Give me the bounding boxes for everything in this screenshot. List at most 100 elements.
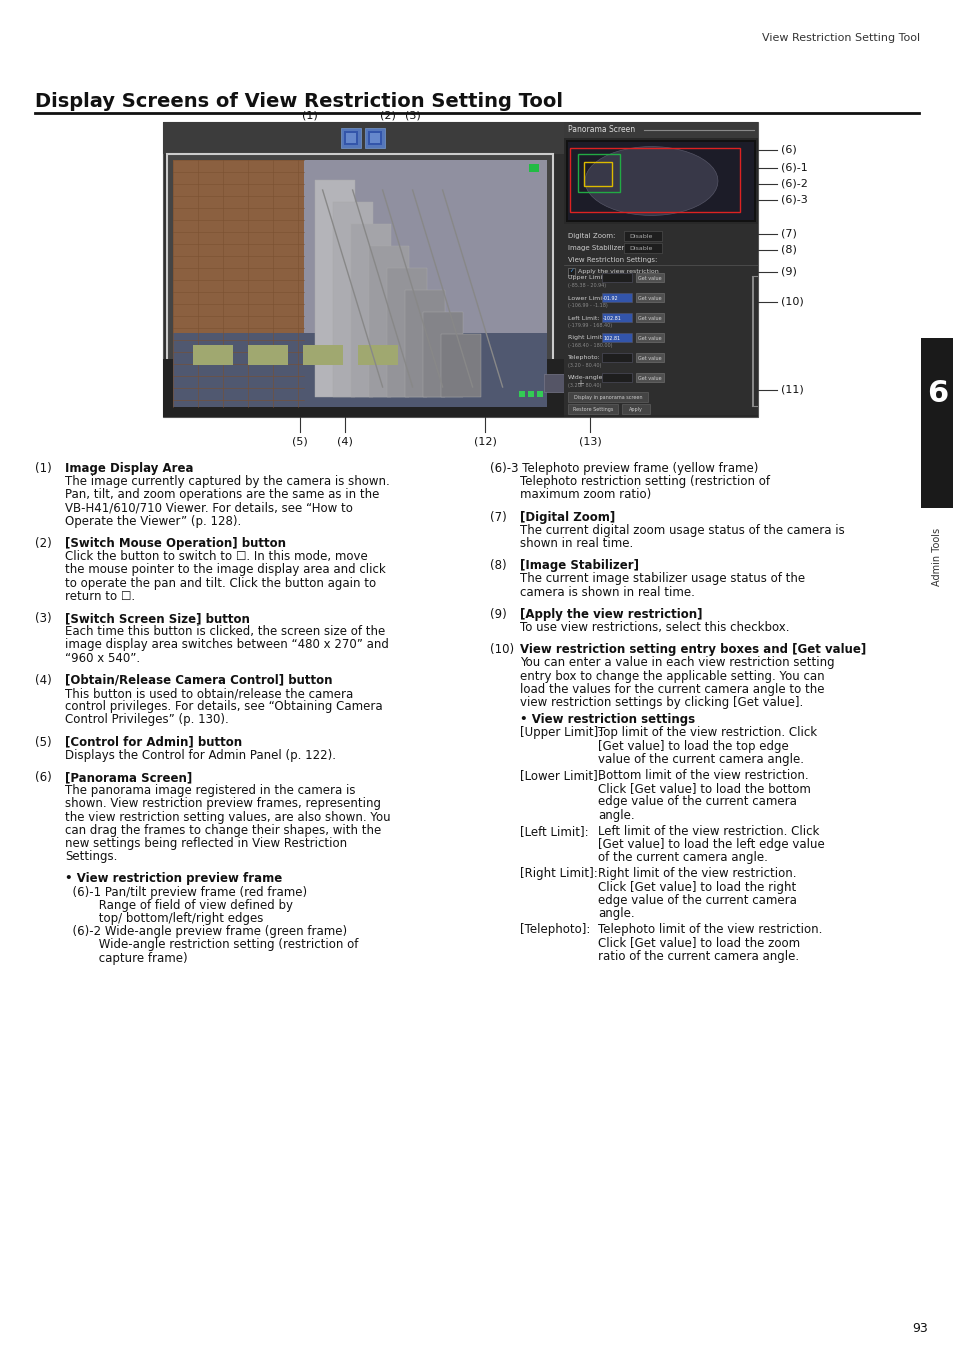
Text: Operate the Viewer” (p. 128).: Operate the Viewer” (p. 128). (65, 514, 241, 528)
Text: Top limit of the view restriction. Click: Top limit of the view restriction. Click (598, 726, 817, 740)
Text: (-179.99 - 168.40): (-179.99 - 168.40) (567, 324, 612, 328)
Bar (518, 392, 524, 397)
Text: Telephoto limit of the view restriction.: Telephoto limit of the view restriction. (598, 923, 821, 936)
Text: (7): (7) (781, 230, 796, 239)
Bar (369, 246, 409, 397)
Text: capture frame): capture frame) (65, 952, 188, 965)
Text: Get value: Get value (638, 375, 661, 381)
Bar (543, 374, 563, 392)
Text: Wide-angle restriction setting (restriction of: Wide-angle restriction setting (restrict… (65, 938, 358, 952)
Bar (563, 122, 758, 417)
Text: To use view restrictions, select this checkbox.: To use view restrictions, select this ch… (519, 621, 789, 634)
Text: (5): (5) (292, 437, 308, 447)
Text: “960 x 540”.: “960 x 540”. (65, 652, 140, 664)
Text: [Digital Zoom]: [Digital Zoom] (519, 510, 615, 524)
Text: the view restriction setting values, are also shown. You: the view restriction setting values, are… (65, 810, 390, 824)
Bar (569, 148, 740, 212)
Text: (2): (2) (379, 111, 395, 122)
Text: (3): (3) (405, 111, 420, 122)
Text: [Telephoto]:: [Telephoto]: (519, 923, 590, 936)
Text: ratio of the current camera angle.: ratio of the current camera angle. (598, 949, 799, 963)
Bar (563, 122, 758, 138)
Text: Get value: Get value (638, 316, 661, 320)
Bar (527, 392, 534, 397)
Text: (10): (10) (490, 643, 514, 656)
Text: (6)-1 Pan/tilt preview frame (red frame): (6)-1 Pan/tilt preview frame (red frame) (65, 886, 307, 899)
Bar (314, 180, 355, 397)
Bar (563, 224, 758, 414)
Bar (368, 131, 381, 144)
Text: (6): (6) (35, 771, 51, 784)
Text: Pan, tilt, and zoom operations are the same as in the: Pan, tilt, and zoom operations are the s… (65, 489, 379, 501)
Bar (304, 161, 546, 406)
Text: Digital Zoom:: Digital Zoom: (567, 234, 615, 239)
Bar (440, 333, 480, 397)
Text: Settings.: Settings. (65, 850, 117, 863)
Bar (567, 404, 618, 414)
Bar (365, 128, 385, 148)
Bar (636, 293, 663, 302)
Bar (357, 346, 397, 366)
Text: angle.: angle. (598, 809, 634, 822)
Text: load the values for the current camera angle to the: load the values for the current camera a… (519, 683, 823, 695)
Bar (346, 134, 355, 143)
Text: control privileges. For details, see “Obtaining Camera: control privileges. For details, see “Ob… (65, 701, 382, 713)
Text: Click [Get value] to load the bottom: Click [Get value] to load the bottom (598, 782, 810, 795)
Text: (11): (11) (781, 385, 803, 396)
Bar (751, 275, 753, 406)
Text: (12): (12) (473, 437, 496, 447)
Text: +: + (576, 379, 583, 389)
Text: Telephoto restriction setting (restriction of: Telephoto restriction setting (restricti… (490, 475, 769, 489)
Text: VB-H41/610/710 Viewer. For details, see “How to: VB-H41/610/710 Viewer. For details, see … (65, 502, 353, 514)
Text: Apply the view restriction: Apply the view restriction (578, 269, 659, 274)
Text: Click [Get value] to load the zoom: Click [Get value] to load the zoom (598, 937, 800, 949)
Text: 6: 6 (926, 378, 947, 408)
Bar (529, 163, 538, 171)
Text: (1): (1) (35, 462, 51, 475)
Text: (10): (10) (781, 297, 803, 306)
Text: [Apply the view restriction]: [Apply the view restriction] (519, 608, 701, 621)
Text: angle.: angle. (598, 907, 634, 919)
Text: [Switch Mouse Operation] button: [Switch Mouse Operation] button (65, 537, 286, 549)
Text: Apply: Apply (628, 406, 642, 412)
Text: View Restriction Settings:: View Restriction Settings: (567, 256, 657, 263)
Text: [Right Limit]:: [Right Limit]: (519, 868, 598, 880)
Text: (6)-2 Wide-angle preview frame (green frame): (6)-2 Wide-angle preview frame (green fr… (65, 925, 347, 938)
Bar (564, 369, 595, 400)
Text: Upper Limit:: Upper Limit: (567, 275, 606, 281)
Text: (3): (3) (35, 612, 51, 625)
Bar (163, 122, 758, 417)
Text: • View restriction preview frame: • View restriction preview frame (65, 872, 282, 886)
Text: [Image Stabilizer]: [Image Stabilizer] (519, 559, 639, 572)
Text: Display Screens of View Restriction Setting Tool: Display Screens of View Restriction Sett… (35, 92, 562, 111)
Text: (13): (13) (578, 437, 600, 447)
Text: The current digital zoom usage status of the camera is: The current digital zoom usage status of… (519, 524, 843, 537)
Bar (920, 338, 953, 508)
Text: (3.20 - 80.40): (3.20 - 80.40) (567, 363, 600, 369)
Text: entry box to change the applicable setting. You can: entry box to change the applicable setti… (519, 670, 823, 683)
Text: View Restriction Setting Tool: View Restriction Setting Tool (761, 32, 919, 43)
Bar (340, 128, 360, 148)
Text: new settings being reflected in View Restriction: new settings being reflected in View Res… (65, 837, 347, 850)
Text: (7): (7) (490, 510, 506, 524)
Bar (583, 162, 612, 186)
Text: Image Display Area: Image Display Area (65, 462, 193, 475)
Bar (567, 269, 575, 275)
Text: 102.81: 102.81 (602, 336, 619, 340)
Bar (333, 202, 373, 397)
Text: the mouse pointer to the image display area and click: the mouse pointer to the image display a… (65, 563, 385, 576)
Text: maximum zoom ratio): maximum zoom ratio) (490, 489, 651, 501)
Text: • View restriction settings: • View restriction settings (519, 713, 695, 726)
Text: [Upper Limit]:: [Upper Limit]: (519, 726, 601, 740)
Text: Click [Get value] to load the right: Click [Get value] to load the right (598, 880, 796, 894)
Text: (6)-1: (6)-1 (781, 163, 807, 173)
Text: Range of field of view defined by: Range of field of view defined by (65, 899, 293, 911)
Text: Each time this button is clicked, the screen size of the: Each time this button is clicked, the sc… (65, 625, 385, 639)
Bar (623, 231, 661, 242)
Text: [Obtain/Release Camera Control] button: [Obtain/Release Camera Control] button (65, 674, 333, 687)
Text: Get value: Get value (638, 355, 661, 360)
Text: [Panorama Screen]: [Panorama Screen] (65, 771, 193, 784)
Bar (163, 359, 758, 417)
Text: Admin Tools: Admin Tools (931, 528, 942, 586)
Text: Get value: Get value (638, 296, 661, 301)
